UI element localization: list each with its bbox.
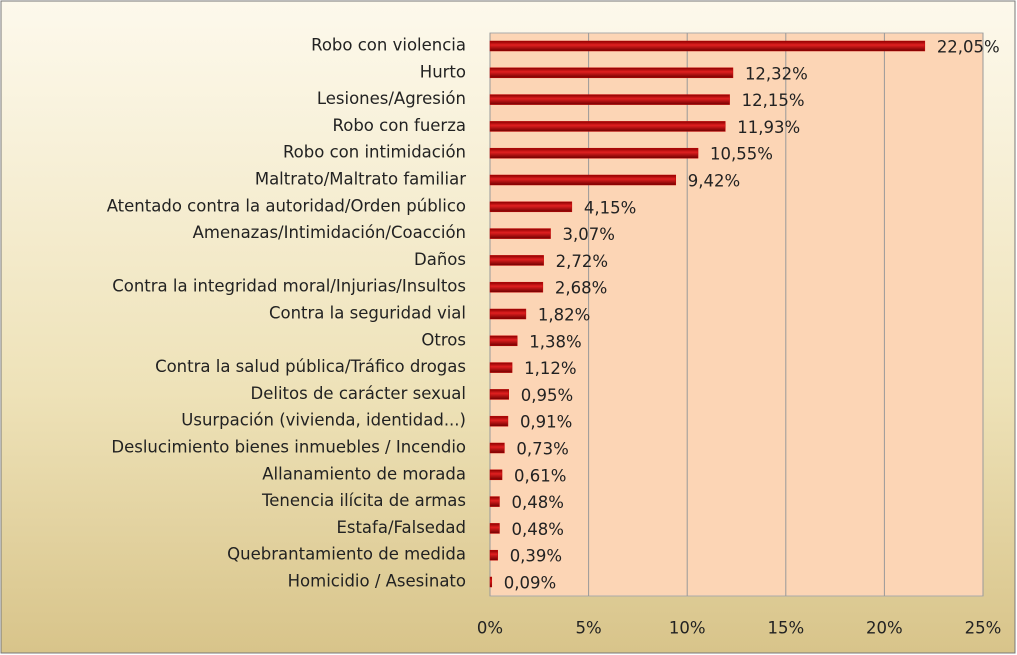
data-label: 3,07% <box>563 225 615 244</box>
bar <box>489 94 730 105</box>
data-label: 0,09% <box>504 574 556 593</box>
y-tick-label: Daños <box>414 250 466 269</box>
y-tick-label: Delitos de carácter sexual <box>251 384 466 403</box>
y-tick-label: Lesiones/Agresión <box>317 89 466 108</box>
y-tick-label: Robo con fuerza <box>333 116 466 135</box>
bar <box>489 335 518 347</box>
y-tick-label: Atentado contra la autoridad/Orden públi… <box>107 196 466 215</box>
data-label: 22,05% <box>937 38 1000 57</box>
bar <box>489 415 509 427</box>
data-label: 0,95% <box>521 386 573 405</box>
x-tick-label: 15% <box>767 619 804 638</box>
bar <box>489 308 527 320</box>
data-label: 0,91% <box>520 413 572 432</box>
bar <box>489 362 513 373</box>
bar <box>489 523 500 534</box>
bar <box>489 469 503 481</box>
data-label: 0,39% <box>510 547 562 566</box>
data-label: 4,15% <box>584 198 636 217</box>
bar <box>489 40 926 52</box>
x-tick-label: 10% <box>669 619 706 638</box>
x-tick-label: 20% <box>866 619 903 638</box>
y-tick-label: Otros <box>421 330 466 349</box>
bar <box>489 121 726 132</box>
data-label: 1,12% <box>524 359 576 378</box>
bar <box>489 576 493 588</box>
bar <box>489 389 509 400</box>
y-tick-label: Contra la integridad moral/Injurias/Insu… <box>112 277 466 296</box>
data-label: 11,93% <box>737 118 800 137</box>
bar <box>489 67 734 79</box>
y-tick-label: Contra la seguridad vial <box>269 304 466 323</box>
y-tick-label: Robo con violencia <box>311 36 466 55</box>
data-label: 1,82% <box>538 306 590 325</box>
bar <box>489 147 699 159</box>
bar <box>489 549 498 561</box>
y-tick-label: Quebrantamiento de medida <box>227 545 466 564</box>
y-tick-label: Robo con intimidación <box>283 143 466 162</box>
bar <box>489 281 544 293</box>
y-tick-label: Estafa/Falsedad <box>336 518 466 537</box>
data-label: 2,72% <box>556 252 608 271</box>
data-label: 12,32% <box>745 64 808 83</box>
data-label: 0,73% <box>516 440 568 459</box>
y-tick-label: Tenencia ilícita de armas <box>261 491 466 510</box>
bar <box>489 496 500 507</box>
data-label: 12,15% <box>742 91 805 110</box>
y-tick-label: Allanamiento de morada <box>262 464 466 483</box>
y-tick-label: Hurto <box>420 62 466 81</box>
y-tick-label: Contra la salud pública/Tráfico drogas <box>155 357 466 376</box>
data-label: 0,48% <box>511 520 563 539</box>
bar <box>489 201 573 213</box>
bar <box>489 228 551 239</box>
bar <box>489 255 544 266</box>
data-label: 9,42% <box>688 172 740 191</box>
data-label: 2,68% <box>555 279 607 298</box>
data-label: 1,38% <box>529 332 581 351</box>
data-label: 10,55% <box>710 145 773 164</box>
data-label: 0,61% <box>514 466 566 485</box>
bar <box>489 442 505 454</box>
y-tick-label: Amenazas/Intimidación/Coacción <box>193 223 466 242</box>
x-tick-label: 5% <box>576 619 602 638</box>
data-label: 0,48% <box>511 493 563 512</box>
x-tick-label: 25% <box>965 619 1002 638</box>
y-tick-label: Maltrato/Maltrato familiar <box>255 170 466 189</box>
y-tick-label: Homicidio / Asesinato <box>288 572 466 591</box>
bar <box>489 174 677 186</box>
y-tick-label: Deslucimiento bienes inmuebles / Incendi… <box>111 438 466 457</box>
x-tick-label: 0% <box>477 619 503 638</box>
y-tick-label: Usurpación (vivienda, identidad...) <box>181 411 466 430</box>
